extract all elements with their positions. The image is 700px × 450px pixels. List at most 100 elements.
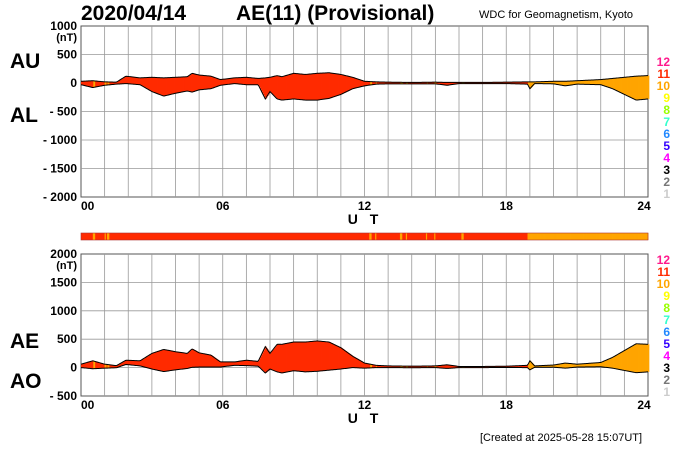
data-fill-bar [201,353,204,368]
data-fill-bar [639,343,641,373]
data-fill-bar [286,75,288,100]
data-fill-bar [123,77,125,84]
data-fill-bar [158,77,160,95]
station-count-bar-segment [235,233,238,240]
data-fill-bar [418,366,420,368]
data-fill-bar [480,82,483,84]
data-fill-bar [212,356,214,368]
data-fill-bar [625,350,627,371]
station-count-bar-segment [153,233,155,240]
station-count-bar-segment [264,233,266,240]
data-fill-bar [383,365,385,368]
data-fill-bar [589,80,591,85]
station-count-bar-segment [545,233,547,240]
station-count-bar-segment [294,233,297,240]
data-fill-bar [557,81,559,85]
data-fill-bar [356,78,359,88]
station-count-bar-segment [233,233,235,240]
data-fill-bar [594,362,596,367]
data-fill-bar [272,349,275,371]
data-fill-bar [442,365,445,369]
data-fill-bar [304,342,307,372]
data-fill-bar [424,82,426,84]
data-fill-bar [101,81,104,86]
data-fill-bar [585,80,587,85]
data-fill-bar [479,82,482,84]
data-fill-bar [331,73,333,98]
data-fill-bar [355,78,358,88]
data-fill-bar [194,73,196,92]
station-count-legend-1: 1 [663,385,670,399]
station-count-bar-segment [93,233,96,240]
data-fill-bar [509,82,511,84]
data-fill-bar [442,82,445,85]
data-fill-bar [638,76,640,100]
data-fill-bar [81,81,84,85]
station-count-bar-segment [359,233,362,240]
data-fill-bar [149,354,152,369]
station-count-bar-segment [141,233,143,240]
station-count-bar-segment [106,233,109,240]
data-fill-bar [483,82,485,84]
data-fill-bar [113,365,115,368]
data-fill-bar [283,344,285,373]
data-fill-bar [557,364,559,368]
station-count-bar-segment [399,233,402,240]
data-fill-bar [177,351,179,370]
station-count-bar-segment [300,233,303,240]
station-count-bar-segment [324,233,326,240]
data-fill-bar [441,82,443,85]
data-fill-bar [264,77,266,98]
station-count-bar-segment [173,233,175,240]
data-fill-bar [274,76,277,97]
data-fill-bar [611,78,613,89]
data-fill-bar [335,344,337,370]
station-count-bar-segment [362,233,364,240]
data-fill-bar [186,76,189,92]
station-count-bar-segment [617,233,619,240]
data-fill-bar [401,366,403,368]
data-fill-bar [215,358,217,368]
data-fill-bar [564,81,567,86]
data-fill-bar [289,342,292,372]
data-fill-bar [575,364,577,368]
station-count-bar-segment [114,233,116,240]
data-fill-bar [381,81,383,85]
data-fill-bar [159,77,161,95]
data-fill-bar [128,360,130,365]
x-tick-label: 24 [637,199,651,213]
data-fill-bar [300,73,302,100]
y-tick-label: - 2000 [43,190,77,204]
data-fill-bar [584,80,587,85]
data-fill-bar [438,82,440,85]
data-fill-bar [624,77,626,95]
data-fill-bar [496,366,499,368]
data-fill-bar [409,82,412,84]
data-fill-bar [235,77,238,84]
data-fill-bar [459,366,461,368]
data-fill-bar [407,366,409,368]
station-count-bar-segment [435,233,437,240]
data-fill-bar [432,365,434,368]
data-fill-bar [139,360,141,366]
data-fill-bar [259,358,261,368]
data-fill-bar [224,79,226,85]
data-fill-bar [213,356,215,368]
data-fill-bar [487,366,489,368]
station-count-bar-segment [486,233,488,240]
station-count-bar-segment [447,233,449,240]
data-fill-bar [308,341,311,372]
data-fill-bar [489,366,491,368]
data-fill-bar [443,82,446,85]
data-fill-bar [277,344,279,372]
data-fill-bar [239,361,242,366]
data-fill-bar [324,341,327,371]
data-fill-bar [495,82,498,84]
data-fill-bar [251,360,253,366]
station-count-bar-segment [590,233,592,240]
data-fill-bar [549,365,552,368]
data-fill-bar [547,365,550,368]
data-fill-bar [387,365,389,368]
x-tick-label: 00 [81,398,95,412]
data-fill-bar [468,82,470,84]
